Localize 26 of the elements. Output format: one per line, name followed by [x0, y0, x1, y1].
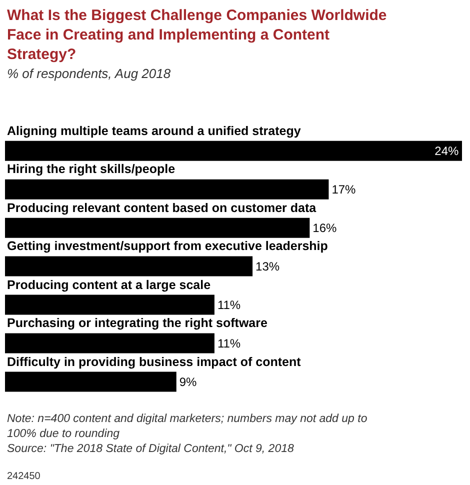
bar [5, 179, 329, 200]
text: 242450 [7, 471, 41, 482]
y-tick-label: Producing content at a large scale [7, 278, 211, 292]
source-note: Source: "The 2018 State of Digital Content," Oct 9, 2018 [7, 443, 294, 455]
text: Note: n=400 content and digital marketers; numbers may not add up to 100% due to rounding [7, 413, 368, 440]
data-label: 17% [332, 182, 356, 196]
bar [5, 218, 310, 238]
y-tick-label: Getting investment/support from executive leadership [7, 239, 328, 253]
bar [5, 140, 462, 161]
data-label: 24% [434, 144, 459, 158]
chart-subtitle: % of respondents, Aug 2018 [7, 66, 172, 81]
bar [5, 294, 214, 315]
data-label: 16% [312, 220, 338, 235]
y-tick-label: Difficulty in providing business impact of content [7, 355, 302, 369]
data-label: 11% [217, 336, 241, 350]
bar [5, 372, 176, 392]
data-label: 11% [217, 298, 241, 312]
y-tick-label: Purchasing or integrating the right software [7, 316, 268, 330]
chart-title: What Is the Biggest Challenge Companies Worldwide Face in Creating and Implementing a Content Strategy? [7, 7, 387, 63]
data-label: 9% [179, 374, 198, 389]
y-tick-label: Aligning multiple teams around a unified strategy [7, 124, 301, 138]
bar [5, 333, 214, 354]
bar [5, 256, 253, 276]
y-tick-label: Producing relevant content based on customer data [7, 201, 318, 215]
data-label: 13% [256, 259, 280, 274]
y-tick-label: Hiring the right skills/people [7, 162, 176, 176]
